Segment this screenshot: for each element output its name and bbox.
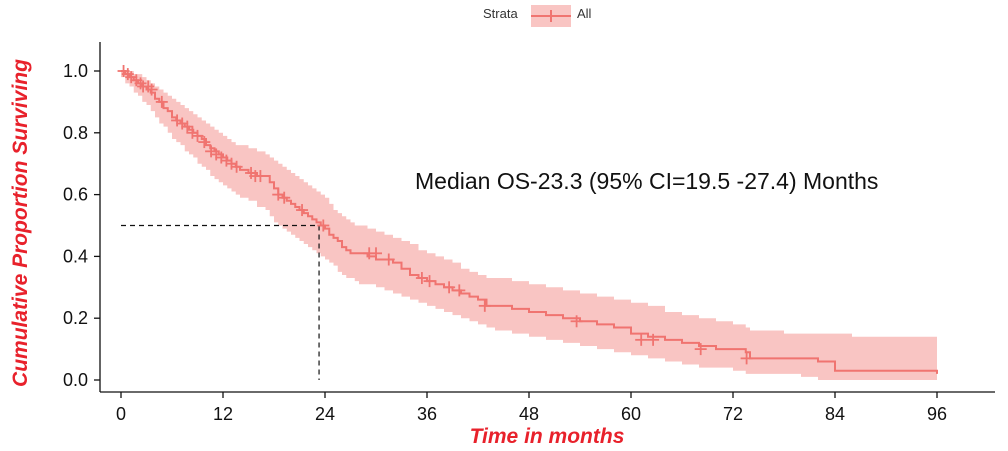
legend: Strata All <box>483 5 592 27</box>
y-tick-label: 0.2 <box>63 308 88 328</box>
censor-mark <box>740 352 753 365</box>
censor-mark <box>230 160 243 173</box>
y-tick-label: 1.0 <box>63 61 88 81</box>
censor-mark <box>296 204 309 217</box>
censor-mark <box>134 77 147 90</box>
x-axis-ticks: 0 12 24 36 48 60 72 84 96 <box>116 392 947 424</box>
censor-mark <box>635 333 648 346</box>
confidence-band <box>121 71 937 380</box>
plot-area <box>117 65 938 380</box>
censor-mark <box>570 315 583 328</box>
censor-mark <box>145 83 158 96</box>
censor-mark <box>198 136 211 149</box>
censor-mark <box>443 281 456 294</box>
censor-mark <box>205 145 218 158</box>
survival-line-all <box>121 70 938 374</box>
x-tick-label: 60 <box>621 404 641 424</box>
censor-mark <box>453 284 466 297</box>
y-tick-label: 0.6 <box>63 185 88 205</box>
x-tick-label: 96 <box>927 404 947 424</box>
censor-marks <box>117 65 753 365</box>
censor-mark <box>171 114 184 127</box>
x-tick-label: 0 <box>116 404 126 424</box>
y-tick-label: 0.8 <box>63 123 88 143</box>
y-axis-title: Cumulative Proportion Surviving <box>9 59 32 387</box>
censor-mark <box>215 151 228 164</box>
censor-mark <box>415 272 428 285</box>
censor-mark <box>186 126 199 139</box>
censor-mark <box>191 129 204 142</box>
censor-mark <box>317 219 330 232</box>
x-tick-label: 24 <box>315 404 335 424</box>
censor-mark <box>225 157 238 170</box>
censor-mark <box>478 299 491 312</box>
x-axis-title: Time in months <box>470 425 625 448</box>
y-axis-ticks: 0.0 0.2 0.4 0.6 0.8 1.0 <box>63 61 100 390</box>
censor-mark <box>125 71 138 84</box>
censor-mark <box>370 247 382 260</box>
legend-title: Strata <box>483 6 518 21</box>
censor-mark <box>181 120 194 133</box>
y-tick-label: 0.0 <box>63 370 88 390</box>
censor-mark <box>382 253 395 266</box>
y-tick-label: 0.4 <box>63 246 88 266</box>
censor-mark <box>694 343 707 356</box>
censor-mark <box>176 117 189 130</box>
x-tick-label: 12 <box>213 404 233 424</box>
censor-mark <box>220 154 233 167</box>
censor-mark <box>278 191 291 204</box>
x-tick-label: 36 <box>417 404 437 424</box>
legend-label-all: All <box>577 6 592 21</box>
censor-mark <box>423 275 436 288</box>
censor-mark <box>210 148 223 161</box>
censor-mark <box>272 188 285 201</box>
censor-mark <box>155 95 168 108</box>
censor-mark <box>647 333 660 346</box>
x-tick-label: 84 <box>825 404 845 424</box>
x-tick-label: 48 <box>519 404 539 424</box>
median-os-annotation: Median OS-23.3 (95% CI=19.5 -27.4) Month… <box>415 168 878 194</box>
x-tick-label: 72 <box>723 404 743 424</box>
censor-mark <box>254 170 267 183</box>
